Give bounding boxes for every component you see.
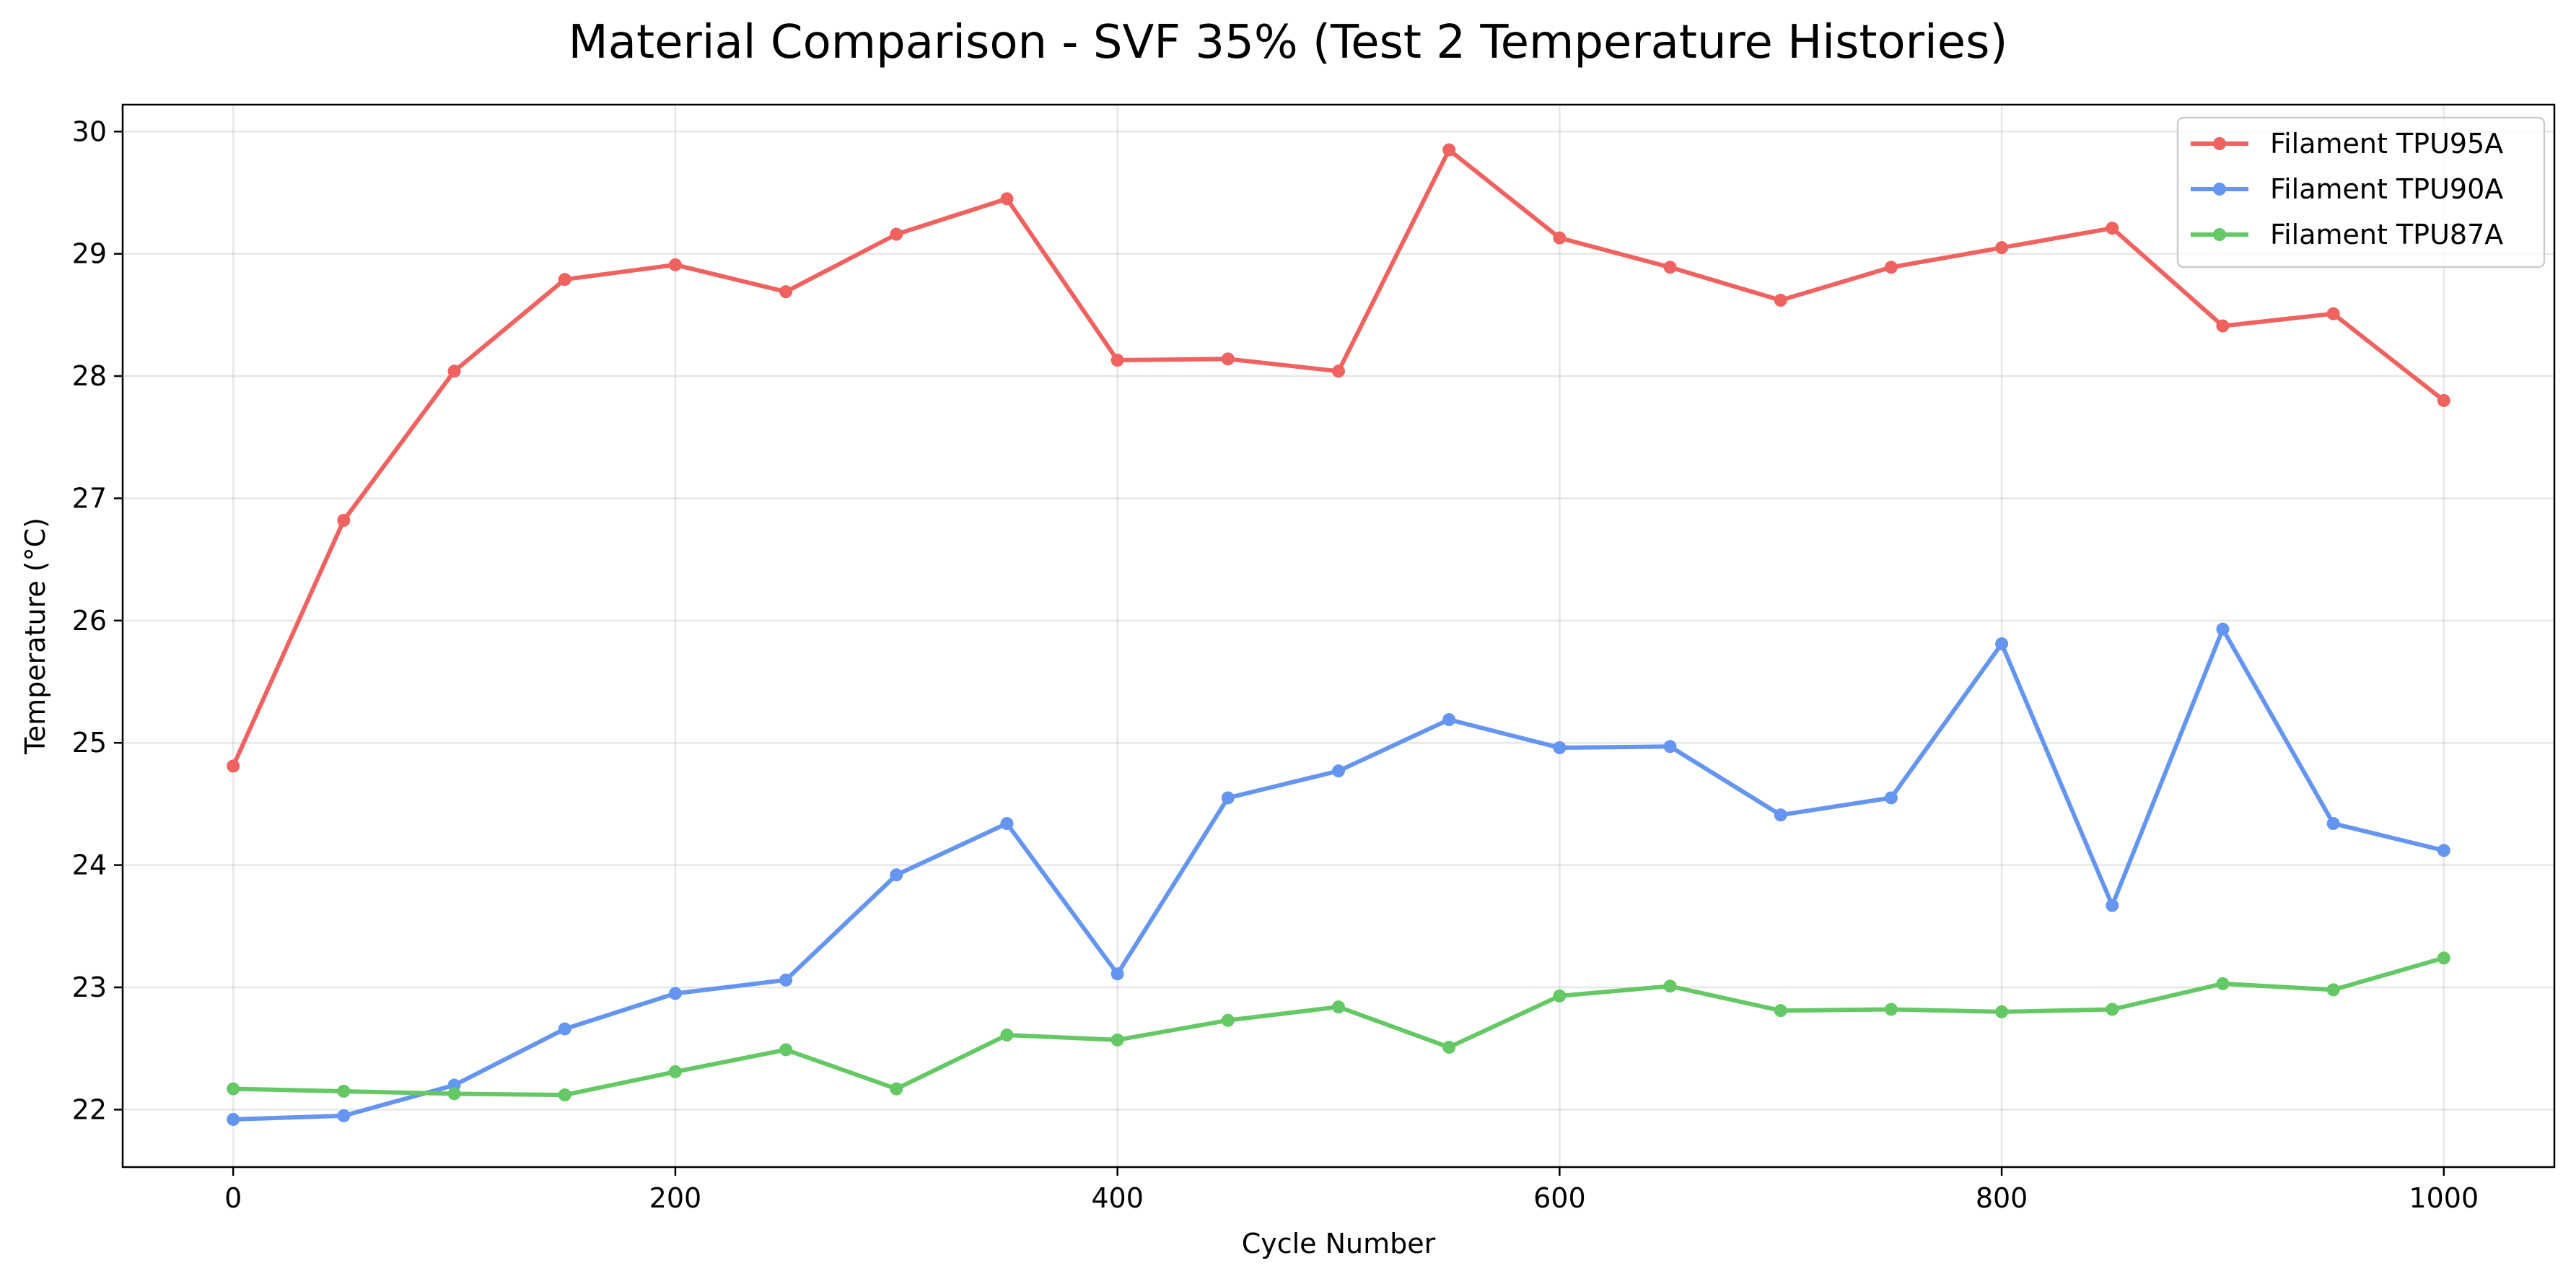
y-tick-label: 24 [72,850,107,881]
legend-box [2176,116,2546,268]
data-point-filament-tpu95a [1553,231,1567,245]
data-point-filament-tpu87a [1110,1033,1124,1047]
legend-label: Filament TPU95A [2270,128,2503,160]
series-line-filament-tpu90a [231,626,2446,1122]
data-point-filament-tpu90a [2326,817,2340,831]
data-point-filament-tpu95a [2326,307,2340,320]
y-axis-label: Temperature (°C) [19,517,51,755]
legend-swatch-marker [2213,228,2226,241]
data-point-filament-tpu95a [337,513,351,527]
y-tick-label: 30 [72,115,107,147]
y-tick-label: 27 [72,482,107,514]
data-point-filament-tpu87a [337,1084,351,1098]
data-point-filament-tpu87a [1221,1013,1235,1027]
data-point-filament-tpu95a [1884,261,1898,274]
axis-ticks: 0 200 400 600 800 1000 22 23 24 25 26 27 28 29 30 [72,115,2479,1214]
y-tick-label: 23 [72,971,107,1003]
x-tick-label: 400 [1091,1182,1144,1214]
data-point-filament-tpu87a [1442,1040,1456,1054]
data-point-filament-tpu90a [1553,741,1567,754]
data-point-filament-tpu90a [1442,713,1456,727]
data-point-filament-tpu90a [2106,899,2119,912]
x-tick-label: 600 [1533,1182,1586,1214]
y-tick-label: 29 [72,238,107,270]
data-point-filament-tpu90a [1000,817,1014,831]
data-point-filament-tpu95a [890,227,903,241]
y-tick-label: 22 [72,1093,107,1125]
data-point-filament-tpu87a [1774,1004,1787,1018]
data-point-filament-tpu95a [447,364,461,378]
legend-swatch-marker [2213,137,2226,150]
data-point-filament-tpu95a [779,285,793,299]
data-point-filament-tpu90a [1110,967,1124,981]
data-point-filament-tpu87a [779,1043,793,1057]
data-point-filament-tpu87a [2326,983,2340,997]
data-point-filament-tpu90a [558,1022,571,1036]
legend: Filament TPU95A Filament TPU90A Filament T… [2176,116,2546,268]
data-point-filament-tpu90a [779,973,793,987]
data-point-filament-tpu90a [2216,622,2230,636]
y-tick-label: 26 [72,605,107,637]
data-point-filament-tpu90a [1884,791,1898,805]
data-point-filament-tpu87a [1663,979,1677,993]
x-tick-label: 1000 [2409,1182,2479,1214]
data-point-filament-tpu87a [1995,1005,2009,1018]
data-point-filament-tpu95a [1774,294,1787,307]
data-point-filament-tpu95a [1000,192,1014,206]
data-point-filament-tpu95a [558,273,571,287]
data-point-filament-tpu95a [668,258,682,271]
chart-title: Material Comparison - SVF 35% (Test 2 Te… [569,16,2008,69]
legend-label: Filament TPU90A [2270,173,2503,205]
data-point-filament-tpu90a [1663,740,1677,754]
y-tick-label: 28 [72,360,107,392]
data-point-filament-tpu95a [1221,352,1235,366]
data-point-filament-tpu87a [890,1082,903,1096]
legend-swatch-marker [2213,183,2226,196]
data-point-filament-tpu95a [1332,364,1345,378]
data-point-filament-tpu87a [2216,977,2230,990]
data-point-filament-tpu87a [558,1088,571,1102]
plot-frame [121,103,2556,1169]
data-point-filament-tpu95a [2437,393,2450,407]
data-point-filament-tpu87a [447,1087,461,1101]
data-point-filament-tpu95a [1995,241,2009,255]
x-tick-label: 0 [224,1182,242,1214]
data-point-filament-tpu90a [1774,808,1787,822]
data-point-filament-tpu90a [227,1112,240,1126]
data-point-filament-tpu90a [890,868,903,882]
series-layer [227,143,2450,1126]
data-point-filament-tpu90a [337,1109,351,1122]
data-point-filament-tpu87a [2437,951,2450,965]
data-point-filament-tpu90a [1995,637,2009,651]
y-tick-label: 25 [72,727,107,759]
data-point-filament-tpu87a [1884,1003,1898,1016]
data-point-filament-tpu90a [2437,844,2450,857]
x-tick-label: 200 [649,1182,702,1214]
data-point-filament-tpu95a [2216,319,2230,333]
data-point-filament-tpu87a [2106,1003,2119,1016]
data-point-filament-tpu95a [1110,354,1124,367]
data-point-filament-tpu95a [1663,261,1677,274]
data-point-filament-tpu90a [1332,764,1345,778]
data-point-filament-tpu87a [1553,989,1567,1003]
series-line-filament-tpu95a [231,147,2446,769]
data-point-filament-tpu95a [2106,222,2119,235]
x-tick-label: 800 [1976,1182,2028,1214]
data-point-filament-tpu87a [1000,1028,1014,1042]
data-point-filament-tpu87a [668,1065,682,1078]
legend-label: Filament TPU87A [2270,219,2503,250]
data-point-filament-tpu95a [227,759,240,773]
data-point-filament-tpu87a [227,1082,240,1096]
x-axis-label: Cycle Number [1242,1228,1436,1259]
data-point-filament-tpu90a [668,987,682,1000]
data-point-filament-tpu95a [1442,143,1456,157]
data-point-filament-tpu90a [1221,791,1235,805]
data-point-filament-tpu87a [1332,1000,1345,1014]
